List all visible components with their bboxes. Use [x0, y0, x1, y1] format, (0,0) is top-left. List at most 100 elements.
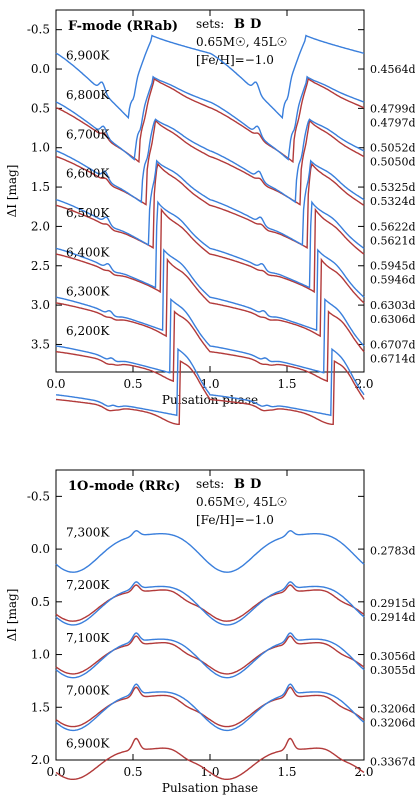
series-d-line	[55, 207, 365, 294]
teff-label: 6,300K	[66, 285, 110, 299]
series-b-line	[55, 200, 365, 289]
y-tick-label: 0.0	[31, 62, 50, 76]
y-tick-label: 3.0	[31, 298, 50, 312]
period-d-label: 0.5621d	[370, 234, 415, 247]
period-b-label: 0.5945d	[370, 260, 415, 273]
x-tick-label: 0.5	[123, 377, 142, 391]
period-b-label: 0.6707d	[370, 338, 415, 351]
period-d-label: 0.5946d	[370, 274, 415, 287]
legend-sets-label: sets:	[196, 477, 224, 491]
legend-params: 0.65M☉, 45L☉	[196, 495, 287, 509]
series-d-line	[55, 162, 365, 250]
chart-panel-1o-mode: 0.0 0.5 1.0 1.5 2.0-0.50.00.51.01.52.0Pulsat…	[5, 469, 415, 795]
legend-metallicity: [Fe/H]=−1.0	[196, 513, 274, 527]
teff-label: 6,900K	[66, 49, 110, 63]
series-b-line	[55, 581, 365, 626]
model-6900k: 6,900K 0.4564d	[55, 34, 415, 120]
teff-label: 7,100K	[66, 631, 110, 645]
y-axis-label: ΔI [mag]	[5, 165, 19, 218]
series-b-line	[55, 632, 365, 679]
period-b-label: 0.6303d	[370, 299, 415, 312]
teff-label: 6,200K	[66, 324, 110, 338]
series-d-line	[55, 737, 365, 780]
legend-metallicity: [Fe/H]=−1.0	[196, 53, 274, 67]
x-tick-label: 0.5	[123, 765, 142, 779]
series-b-line	[55, 34, 365, 120]
teff-label: 6,900K	[66, 736, 110, 750]
teff-label: 7,300K	[66, 525, 110, 539]
series-b-line	[55, 159, 365, 247]
teff-label: 6,600K	[66, 167, 110, 181]
x-tick-label: 0.0	[46, 377, 65, 391]
legend-set-b: B	[234, 17, 245, 32]
y-axis-label: ΔI [mag]	[5, 589, 19, 642]
period-d-label: 0.3206d	[370, 717, 415, 730]
chart-panel-f-mode: 0.0 0.5 1.0 1.5 2.0-0.50.00.51.01.52.02.53.0…	[5, 9, 415, 425]
period-d-label: 0.6714d	[370, 352, 415, 365]
period-d-label: 0.2914d	[370, 611, 415, 624]
model-6900k: 6,900K 0.3367d	[55, 736, 415, 780]
y-tick-label: 1.0	[31, 648, 50, 662]
y-tick-label: 2.0	[31, 753, 50, 767]
y-tick-label: 2.5	[31, 259, 50, 273]
series-d-line	[55, 310, 365, 383]
period-b-label: 0.2783d	[370, 544, 415, 557]
period-d-label: 0.3367d	[370, 755, 415, 768]
series-d-line	[55, 359, 365, 425]
teff-label: 6,500K	[66, 206, 110, 220]
period-b-label: 0.5052d	[370, 142, 415, 155]
legend-set-d: D	[250, 17, 261, 32]
period-d-label: 0.3055d	[370, 664, 415, 677]
y-tick-label: 2.0	[31, 219, 50, 233]
panel-title: F-mode (RRab)	[68, 19, 178, 34]
period-b-label: 0.3056d	[370, 650, 415, 663]
legend-params: 0.65M☉, 45L☉	[196, 35, 287, 49]
y-tick-label: -0.5	[27, 489, 50, 503]
series-b-line	[55, 297, 365, 374]
teff-label: 6,800K	[66, 88, 110, 102]
y-tick-label: 0.5	[31, 595, 50, 609]
y-tick-label: 3.5	[31, 337, 50, 351]
series-b-line	[55, 347, 365, 417]
period-b-label: 0.4564d	[370, 63, 415, 76]
series-d-line	[55, 584, 365, 622]
period-d-label: 0.5324d	[370, 195, 415, 208]
legend-set-d: D	[250, 477, 261, 492]
teff-label: 6,400K	[66, 245, 110, 259]
panel-title: 1O-mode (RRc)	[68, 479, 180, 494]
legend: sets: B D 0.65M☉, 45L☉ [Fe/H]=−1.0	[196, 17, 287, 67]
period-b-label: 0.5325d	[370, 181, 415, 194]
y-tick-label: 0.5	[31, 101, 50, 115]
x-axis-label: Pulsation phase	[162, 781, 258, 795]
y-tick-label: -0.5	[27, 23, 50, 37]
y-tick-label: 1.0	[31, 141, 50, 155]
x-tick-label: 1.5	[277, 377, 296, 391]
series-b-line	[55, 75, 365, 161]
period-d-label: 0.4797d	[370, 116, 415, 129]
period-b-label: 0.5622d	[370, 220, 415, 233]
legend-sets-label: sets:	[196, 17, 224, 31]
series-b-line	[55, 683, 365, 732]
legend-set-b: B	[234, 477, 245, 492]
series-b-line	[55, 118, 365, 204]
period-b-label: 0.3206d	[370, 703, 415, 716]
period-b-label: 0.2915d	[370, 597, 415, 610]
teff-label: 6,700K	[66, 127, 110, 141]
series-d-line	[55, 257, 365, 338]
period-d-label: 0.5050d	[370, 156, 415, 169]
series-d-line	[55, 77, 365, 164]
x-tick-label: 1.5	[277, 765, 296, 779]
period-d-label: 0.6306d	[370, 313, 415, 326]
y-tick-label: 1.5	[31, 700, 50, 714]
y-tick-label: 1.5	[31, 180, 50, 194]
legend: sets: B D 0.65M☉, 45L☉ [Fe/H]=−1.0	[196, 477, 287, 527]
